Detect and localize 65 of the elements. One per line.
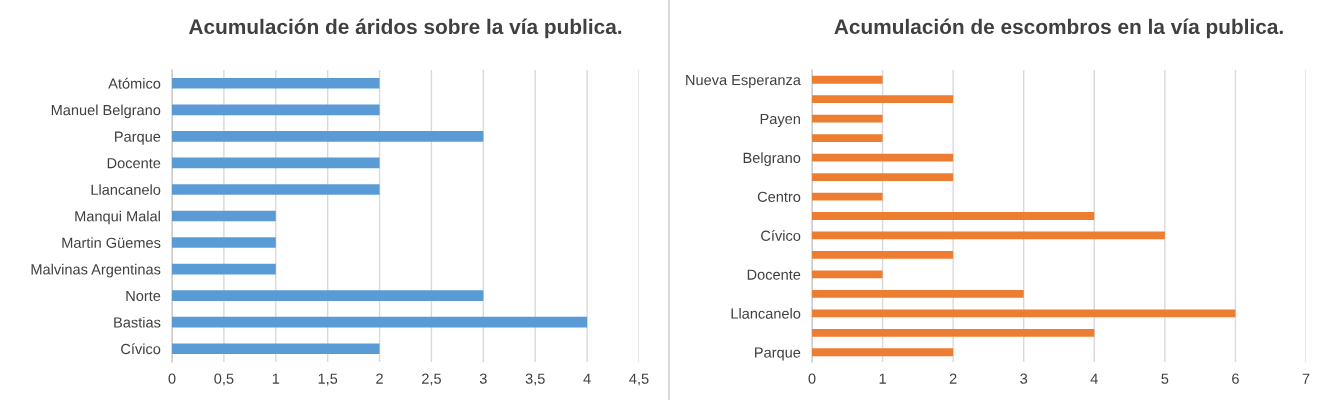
y-tick-label: Malvinas Argentinas [31, 263, 161, 278]
x-tick-label: 7 [1302, 373, 1310, 384]
y-tick-label: Martin Güemes [62, 237, 161, 248]
x-tick-label: 0,5 [214, 373, 234, 386]
bar [812, 251, 954, 259]
bar [172, 104, 380, 116]
bar [812, 114, 883, 123]
y-tick-label: Cívico [121, 343, 161, 355]
y-tick-label: Cívico [761, 230, 801, 241]
y-tick-label: Llancanelo [731, 308, 801, 319]
bar [812, 192, 883, 201]
bar [812, 309, 1236, 318]
x-tick-label: 3,5 [525, 373, 545, 386]
bar [812, 212, 1095, 220]
bar [812, 348, 954, 357]
y-tick-label: Parque [755, 347, 801, 361]
bar [812, 95, 954, 104]
chart-title: Acumulación de áridos sobre la vía publica. [188, 18, 622, 39]
x-tick-label: 0 [808, 373, 816, 384]
bar [172, 290, 484, 301]
bar [812, 328, 1095, 337]
x-tick-label: 6 [1232, 373, 1239, 384]
y-tick-label: Manqui Malal [75, 210, 160, 225]
y-tick-label: Docente [107, 158, 161, 169]
x-tick-label: 3 [1020, 373, 1028, 384]
bar [172, 263, 276, 275]
y-tick-label: Norte [126, 290, 161, 302]
bar [172, 237, 276, 248]
x-tick-label: 4 [583, 373, 591, 384]
bar [812, 289, 1024, 298]
x-tick-label: 4,5 [629, 373, 649, 386]
y-tick-label: Bastias [114, 316, 161, 328]
bar [172, 316, 588, 328]
y-tick-label: Belgrano [743, 152, 801, 166]
bar [172, 157, 380, 169]
x-tick-label: 5 [1161, 373, 1169, 384]
x-tick-label: 2,5 [422, 373, 441, 386]
bar [812, 134, 883, 143]
y-tick-label: Llancanelo [91, 184, 161, 195]
bar [172, 343, 380, 355]
y-tick-label: Parque [115, 131, 161, 145]
x-tick-label: 3 [479, 373, 487, 384]
x-tick-label: 1 [879, 373, 886, 384]
bar [812, 173, 954, 181]
y-tick-label: Manuel Belgrano [51, 104, 161, 119]
bar [172, 184, 380, 195]
x-tick-label: 1,5 [318, 373, 338, 386]
bar [172, 131, 484, 142]
x-tick-label: 4 [1090, 373, 1098, 384]
x-tick-label: 2 [376, 373, 383, 384]
y-tick-label: Atómico [108, 77, 161, 89]
bar [812, 75, 883, 84]
y-tick-label: Centro [757, 191, 801, 202]
bar [812, 270, 883, 279]
y-tick-label: Nueva Esperanza [686, 74, 801, 89]
bar [172, 77, 380, 89]
x-tick-label: 2 [949, 373, 957, 384]
x-tick-label: 0 [168, 373, 176, 384]
bar [812, 231, 1165, 240]
y-tick-label: Docente [747, 269, 801, 280]
chart-title: Acumulación de escombros en la vía publica. [834, 18, 1283, 39]
y-tick-label: Payen [760, 113, 800, 127]
bar [172, 210, 276, 222]
x-tick-label: 1 [272, 373, 280, 384]
bar [812, 153, 954, 162]
